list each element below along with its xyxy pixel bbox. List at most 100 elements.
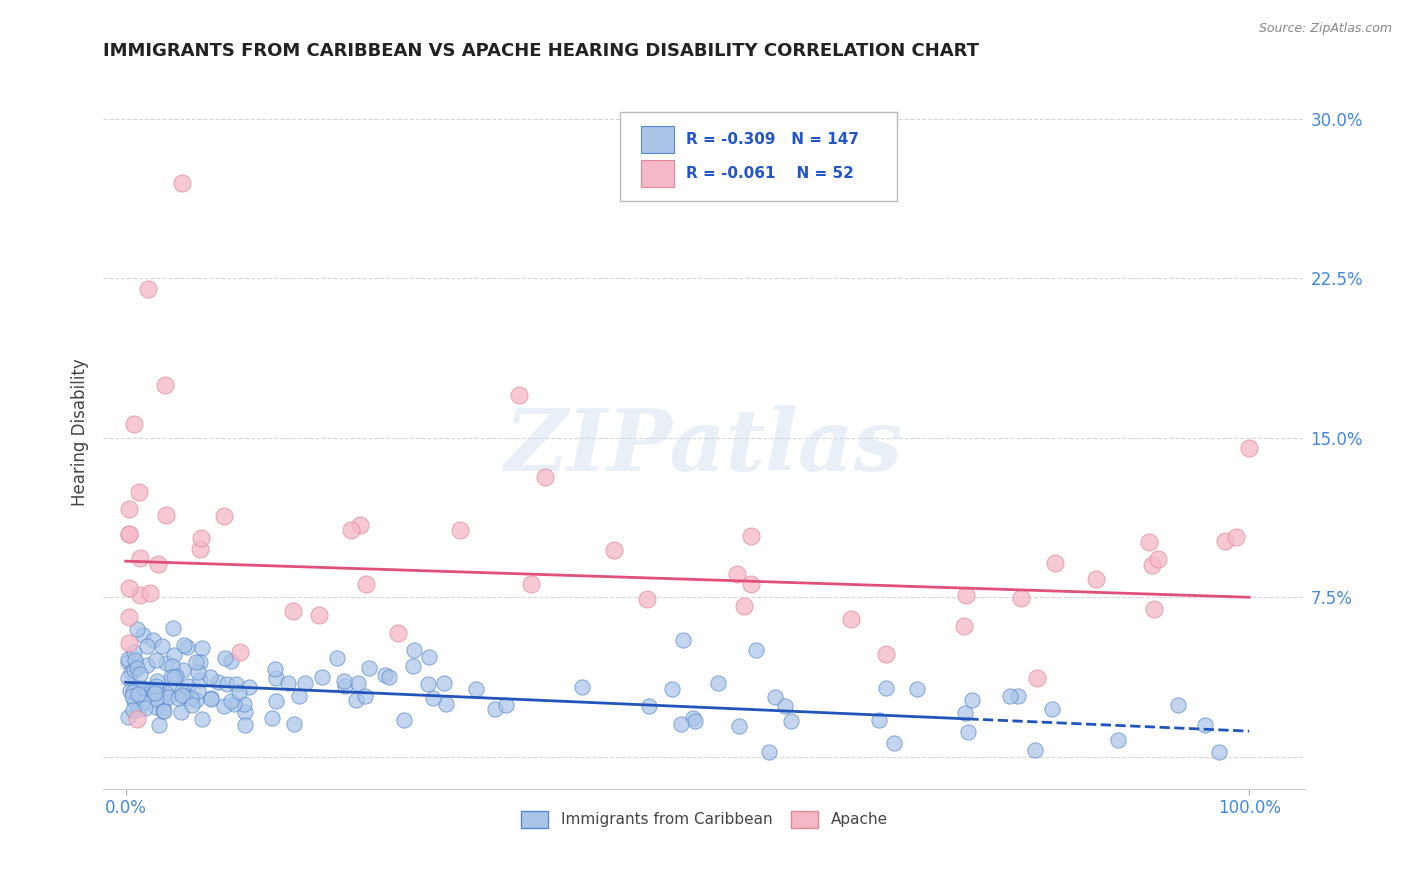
Point [124,653,146,667]
Point [740,576,762,591]
Point [283,717,305,731]
Point [131,695,153,709]
Point [129,667,152,681]
Point [264,671,287,685]
Point [180,698,202,713]
Point [172,663,194,677]
Point [190,531,212,545]
Point [128,485,150,500]
Point [118,501,141,516]
Point [219,694,242,708]
Point [176,640,198,654]
Point [603,542,626,557]
Point [294,676,316,690]
Point [117,652,139,666]
Point [953,619,976,633]
Point [152,704,174,718]
Point [683,714,706,728]
Point [142,632,165,647]
Point [433,676,456,690]
Point [534,470,557,484]
Text: ZIPatlas: ZIPatlas [505,405,903,489]
Point [728,719,751,733]
Point [392,713,415,727]
Point [434,697,457,711]
Point [333,674,356,689]
Point [152,700,174,714]
Point [212,698,235,713]
Point [118,582,141,596]
Point [264,694,287,708]
Point [779,714,801,729]
Point [883,736,905,750]
Point [187,683,209,698]
Y-axis label: Hearing Disability: Hearing Disability [72,359,89,507]
Point [333,679,356,693]
Point [1084,572,1107,586]
Point [347,676,370,690]
Point [340,523,363,537]
Point [449,523,471,537]
Point [238,680,260,694]
Point [706,675,728,690]
Point [124,664,146,678]
Point [1024,742,1046,756]
Point [357,661,380,675]
Point [191,641,214,656]
Point [149,692,172,706]
Point [740,529,762,543]
Point [219,654,242,668]
Point [868,714,890,728]
Point [1026,671,1049,685]
Point [260,711,283,725]
Point [143,685,166,699]
Point [225,677,247,691]
Legend: Immigrants from Caribbean, Apache: Immigrants from Caribbean, Apache [515,805,894,834]
Point [131,628,153,642]
Point [1010,591,1032,606]
Point [378,671,401,685]
Point [156,690,179,705]
Point [118,526,141,541]
Point [465,682,488,697]
Point [167,691,190,706]
Point [120,683,142,698]
Point [145,692,167,706]
Point [132,681,155,696]
Point [186,655,208,669]
Point [128,702,150,716]
Point [127,660,149,674]
Point [960,693,983,707]
Point [191,712,214,726]
Point [354,576,377,591]
Point [233,718,256,732]
Point [725,566,748,581]
Point [159,670,181,684]
Point [745,642,768,657]
Point [155,685,177,699]
Point [669,716,692,731]
Point [145,652,167,666]
Point [162,648,184,662]
Point [188,673,211,688]
Point [143,686,166,700]
Point [875,647,897,661]
Text: R = -0.061    N = 52: R = -0.061 N = 52 [686,166,853,181]
Point [508,388,530,402]
Point [402,658,425,673]
Point [1167,698,1189,712]
Point [233,697,256,711]
Point [228,685,250,699]
Point [121,703,143,717]
Point [344,693,367,707]
Point [150,639,173,653]
Point [354,690,377,704]
Point [1225,530,1247,544]
Point [636,592,658,607]
Point [125,681,148,695]
Point [125,622,148,636]
Point [165,669,187,683]
Point [763,690,786,704]
Point [773,699,796,714]
Point [200,690,222,705]
